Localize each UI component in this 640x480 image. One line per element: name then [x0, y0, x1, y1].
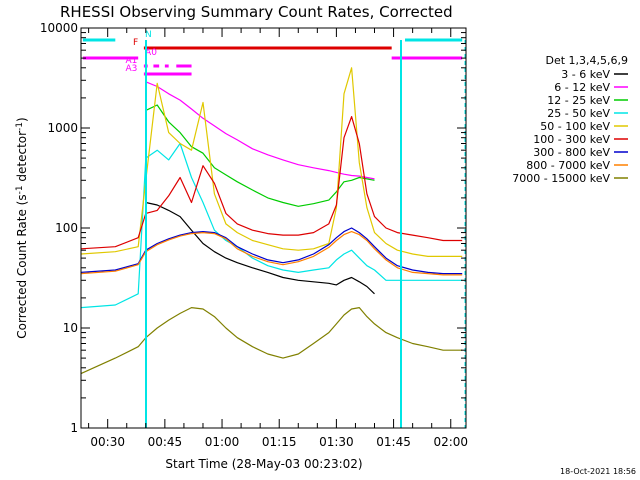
x-tick-label: 01:00	[205, 435, 240, 449]
y-tick-label: 100	[55, 221, 78, 235]
x-tick-label: 01:15	[262, 435, 297, 449]
series-line	[80, 227, 463, 275]
x-axis: 00:30 00:45 01:00 01:15 01:30 01:45 02:00	[88, 28, 468, 449]
flag-label: A0	[145, 48, 157, 58]
y-tick-label: 10000	[40, 21, 78, 35]
x-tick-label: 01:30	[319, 435, 354, 449]
series-line	[145, 104, 375, 207]
flag-label: N	[145, 30, 152, 40]
x-tick-label: 00:30	[90, 435, 125, 449]
y-axis-label: Corrected Count Rate (s-1 detector-1)	[15, 117, 29, 338]
legend-label: 6 - 12 keV	[554, 81, 610, 94]
legend-label: 3 - 6 keV	[561, 68, 610, 81]
x-tick-label: 01:45	[376, 435, 411, 449]
series-line	[80, 231, 463, 276]
legend-label: 100 - 300 keV	[533, 133, 610, 146]
mode-boundaries	[145, 40, 466, 428]
legend-label: 300 - 800 keV	[533, 146, 610, 159]
legend-label: 800 - 7000 keV	[526, 159, 610, 172]
y-axis-label-main: Corrected Count Rate (s	[15, 194, 29, 338]
legend-label: 25 - 50 keV	[547, 107, 610, 120]
y-axis: 1 10 100 1000 10000	[40, 21, 466, 435]
plot-frame	[80, 27, 467, 429]
legend-title: Det 1,3,4,5,6,9	[545, 54, 628, 67]
x-tick-label: 00:45	[148, 435, 183, 449]
legend-label: 50 - 100 keV	[540, 120, 610, 133]
y-tick-label: 10	[63, 321, 78, 335]
y-axis-label-detector: detector	[15, 131, 29, 186]
flag-label: F	[133, 38, 138, 48]
series-line	[145, 81, 375, 180]
series-lines	[80, 67, 463, 375]
series-line	[145, 201, 375, 295]
x-axis-label: Start Time (28-May-03 00:23:02)	[165, 457, 362, 471]
y-axis-label-sup2: -1	[15, 122, 25, 131]
series-line	[80, 142, 463, 309]
legend-label: 7000 - 15000 keV	[512, 172, 610, 185]
flag-label: A1	[126, 56, 138, 66]
y-tick-label: 1	[70, 421, 78, 435]
chart-title: RHESSI Observing Summary Count Rates, Co…	[60, 3, 453, 21]
x-tick-label: 02:00	[433, 435, 468, 449]
series-line	[80, 307, 463, 375]
y-axis-label-close: )	[15, 117, 29, 122]
series-line	[80, 67, 463, 257]
y-tick-label: 1000	[47, 121, 78, 135]
timestamp: 18-Oct-2021 18:56	[560, 467, 636, 476]
series-line	[80, 116, 463, 250]
y-axis-label-sup: -1	[15, 185, 25, 194]
flag-label: A3	[126, 64, 138, 74]
legend-label: 12 - 25 keV	[547, 94, 610, 107]
